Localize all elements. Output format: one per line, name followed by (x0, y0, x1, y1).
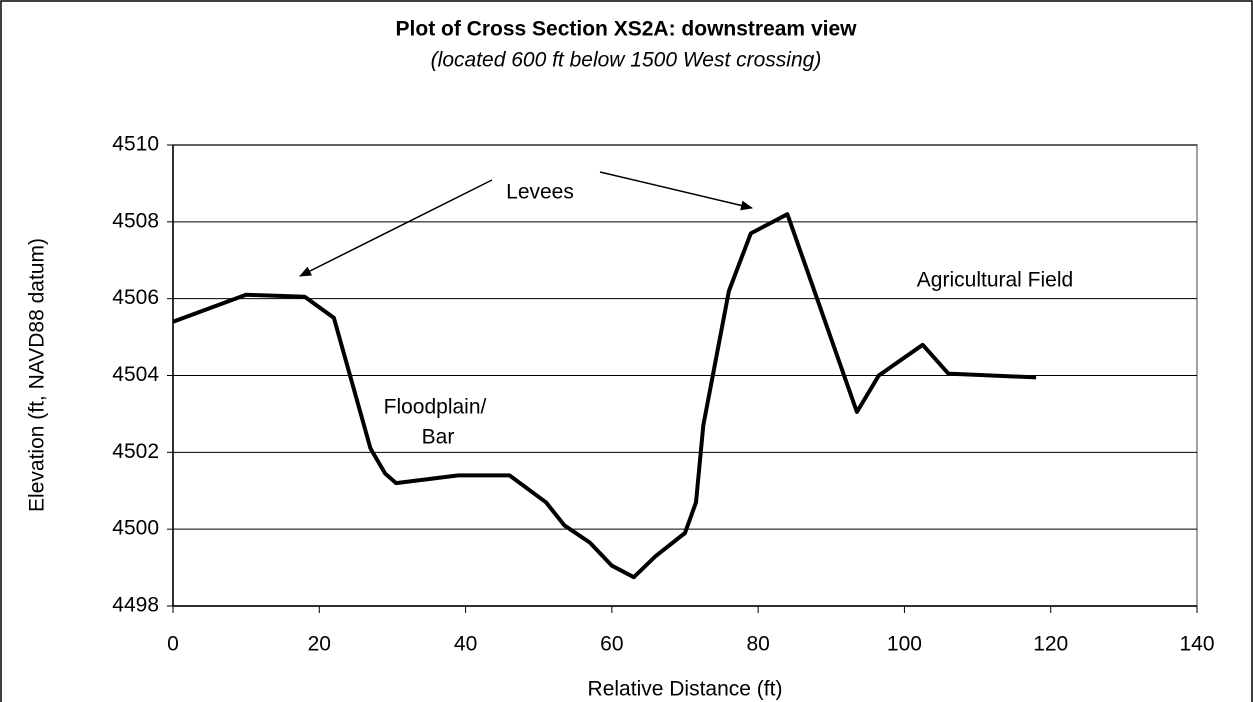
y-tick-label: 4510 (112, 133, 159, 156)
y-tick-label: 4506 (112, 286, 159, 309)
annotation: Levees (506, 181, 574, 204)
y-tick-label: 4502 (112, 440, 159, 463)
annotation-arrow (299, 179, 493, 277)
x-tick-label: 140 (1179, 633, 1214, 656)
chart-title: Plot of Cross Section XS2A: downstream v… (396, 18, 858, 41)
x-tick-label: 60 (600, 633, 623, 656)
annotation: Agricultural Field (917, 269, 1073, 292)
x-tick-label: 0 (167, 633, 179, 656)
annotation: Bar (422, 426, 455, 449)
x-tick-label: 100 (887, 633, 922, 656)
x-axis-title: Relative Distance (ft) (588, 678, 783, 701)
y-tick-label: 4498 (112, 594, 159, 617)
x-tick-label: 120 (1033, 633, 1068, 656)
x-tick-label: 40 (454, 633, 477, 656)
annotation: Floodplain/ (384, 396, 487, 419)
data-line (172, 212, 1037, 580)
y-tick-label: 4500 (112, 517, 159, 540)
x-tick-label: 80 (746, 633, 769, 656)
y-axis-title: Elevation (ft, NAVD88 datum) (26, 238, 49, 512)
y-tick-label: 4504 (112, 363, 159, 386)
annotation-arrow (599, 171, 753, 211)
chart-subtitle: (located 600 ft below 1500 West crossing… (431, 49, 822, 72)
x-tick-label: 20 (308, 633, 331, 656)
y-tick-label: 4508 (112, 209, 159, 232)
